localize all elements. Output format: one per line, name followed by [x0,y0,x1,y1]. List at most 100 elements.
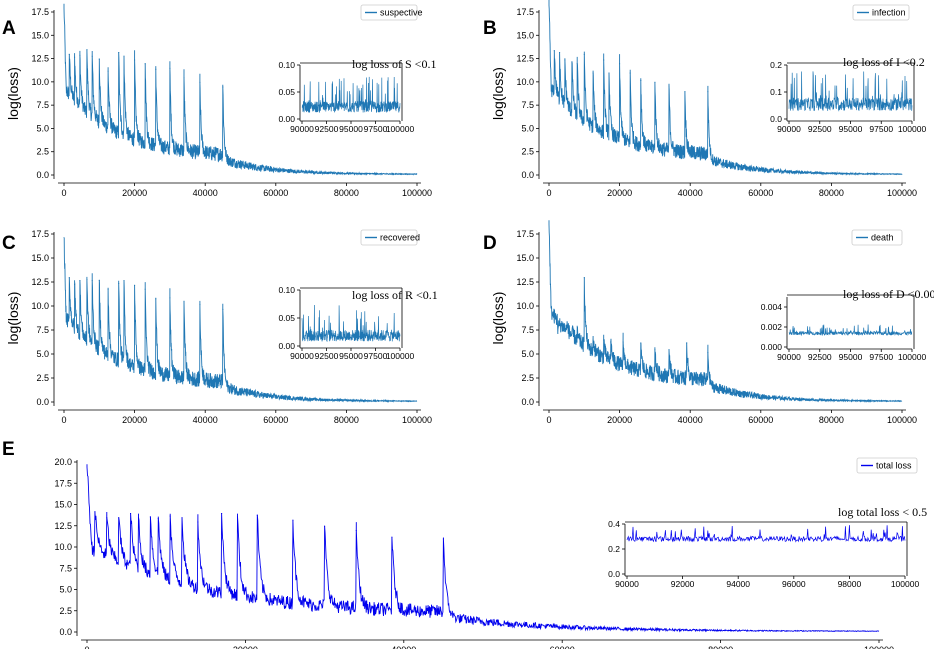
x-tick: 80000 [819,410,844,425]
y-tick-label: 15.0 [31,30,49,40]
axes: 0.0 2.5 5.0 7.5 10.0 12.5 15.0 17.5 0 20000 40000 6… [516,229,917,425]
y-tick-label: 7.5 [521,100,534,110]
y-tick: 7.5 [59,563,77,573]
y-tick-label: 2.5 [36,147,49,157]
y-tick: 0.05 [278,313,300,323]
y-tick-label: 17.5 [516,7,534,17]
y-tick-label: 12.5 [516,54,534,64]
x-tick-label: 80000 [819,415,844,425]
y-tick: 7.5 [36,100,54,110]
y-tick-label: 0.05 [278,313,295,323]
x-tick: 20000 [607,410,632,425]
y-tick: 0.4 [608,519,625,529]
legend-box [360,229,418,246]
x-tick: 40000 [678,410,703,425]
y-tick: 10.0 [31,77,54,87]
x-tick: 60000 [263,183,288,198]
y-axis-label: log(loss) [5,67,21,120]
x-tick-label: 92500 [315,124,339,134]
y-tick-label: 0.000 [761,342,783,352]
y-tick: 2.5 [59,606,77,616]
x-tick-label: 97500 [869,124,893,134]
inset-series-line [301,76,401,113]
x-tick-label: 60000 [550,645,575,649]
x-tick-label: 60000 [263,415,288,425]
x-tick-label: 0 [61,415,66,425]
inset-series-line [301,304,401,343]
x-tick-label: 96000 [782,579,806,589]
inset-title: log loss of D <0.005 [843,287,934,301]
inset-title: log loss of I <0.2 [843,55,925,69]
x-tick-label: 97500 [364,124,388,134]
y-tick-label: 10.0 [516,301,534,311]
x-tick: 100000 [898,349,926,362]
y-tick-label: 10.0 [31,77,49,87]
legend-label: suspective [380,8,423,18]
y-tick-label: 15.0 [516,253,534,263]
y-tick-label: 0.0 [36,170,49,180]
inset-series-line [788,324,913,337]
x-tick-label: 100000 [891,579,920,589]
x-tick: 100000 [386,121,414,134]
x-tick: 90000 [290,121,314,134]
y-tick-label: 0.00 [278,341,295,351]
x-tick-label: 0 [546,188,551,198]
y-tick: 5.0 [36,123,54,133]
y-tick: 15.0 [31,253,54,263]
x-tick: 100000 [898,121,926,134]
x-tick: 0 [546,410,552,425]
axes: 0.0 2.5 5.0 7.5 10.0 12.5 15.0 17.5 0 20000 40000 6… [516,7,917,198]
x-tick: 100000 [887,183,917,198]
inset-series-line [788,71,913,112]
inset-axes: 0.000 0.002 0.004 90000 92500 95000 97500 10000… [761,294,926,362]
y-tick: 2.5 [521,147,539,157]
legend-label: recovered [380,233,420,243]
y-tick-label: 5.0 [59,585,72,595]
y-tick: 15.0 [54,500,77,510]
y-tick: 0.10 [278,285,300,295]
x-tick: 80000 [334,183,359,198]
x-tick-label: 20000 [607,415,632,425]
x-tick-label: 40000 [193,415,218,425]
x-tick-label: 20000 [233,645,258,649]
y-tick: 15.0 [31,30,54,40]
y-tick: 12.5 [516,54,539,64]
legend-box [851,229,903,246]
x-tick-label: 95000 [339,351,363,361]
x-tick: 0 [61,183,67,198]
y-tick: 15.0 [516,253,539,263]
y-tick: 7.5 [36,325,54,335]
y-tick: 0.0 [59,627,77,637]
y-tick: 10.0 [516,301,539,311]
y-tick: 5.0 [521,349,539,359]
x-tick: 92500 [808,349,832,362]
x-tick-label: 80000 [819,188,844,198]
x-tick-label: 90000 [777,124,801,134]
x-tick: 95000 [339,121,363,134]
y-tick-label: 0.0 [608,569,620,579]
y-tick: 0.05 [278,87,300,97]
legend-box [856,457,918,474]
y-axis-label: log(loss) [490,292,506,345]
y-tick-label: 2.5 [521,147,534,157]
x-tick: 97500 [869,121,893,134]
y-tick-label: 5.0 [36,349,49,359]
x-tick: 80000 [819,183,844,198]
x-tick: 20000 [607,183,632,198]
x-tick-label: 90000 [777,352,801,362]
inset-axes: 0.0 0.1 0.2 90000 92500 95000 97500 100000 [770,60,926,134]
x-tick-label: 0 [84,645,89,649]
y-tick-label: 15.0 [54,500,72,510]
legend-label: total loss [876,461,912,471]
x-tick: 97500 [869,349,893,362]
x-tick-label: 20000 [122,415,147,425]
axes: 0.0 2.5 5.0 7.5 10.0 12.5 15.0 17.5 0 20000 40000 6… [31,7,432,198]
y-tick: 17.5 [31,229,54,239]
y-tick-label: 7.5 [59,563,72,573]
x-tick: 100000 [402,183,432,198]
x-tick-label: 80000 [708,645,733,649]
x-tick-label: 100000 [402,415,432,425]
